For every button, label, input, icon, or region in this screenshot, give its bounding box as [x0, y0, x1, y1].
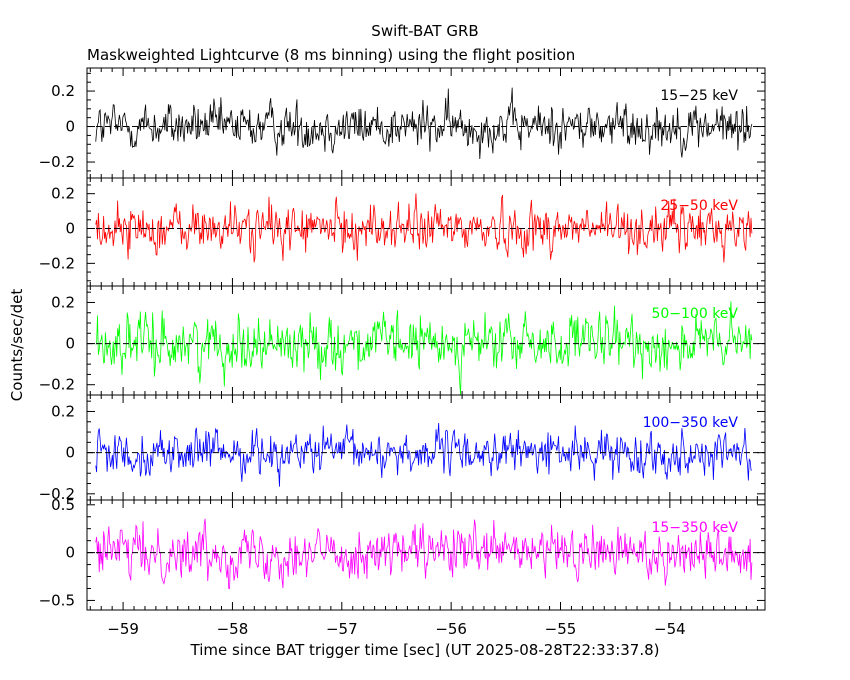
chart-subtitle: Maskweighted Lightcurve (8 ms binning) u…: [87, 46, 575, 64]
y-tick-label: 0: [65, 220, 75, 238]
series-line-3: [95, 301, 753, 395]
panel-3: −0.2 0 0.2 50−100 keV: [39, 285, 766, 396]
y-tick-label: 0: [65, 544, 75, 562]
panel-4: −0.2 0 0.2 100−350 keV: [39, 394, 766, 503]
y-tick-label: −0.5: [39, 591, 75, 609]
y-tick-label: 0.5: [51, 496, 75, 514]
y-tick-label: 0.2: [51, 185, 75, 203]
x-tick-label: −57: [326, 620, 358, 638]
panel-1: −0.2 0 0.2 15−25 keV: [39, 67, 766, 179]
y-tick-label: −0.2: [39, 254, 75, 272]
panel-frame-5: [86, 499, 766, 611]
band-label-2: 25−50 keV: [660, 198, 738, 214]
chart-title: Swift-BAT GRB: [371, 22, 478, 40]
band-label-1: 15−25 keV: [660, 88, 738, 104]
y-tick-label: 0: [65, 444, 75, 462]
y-axis-label: Counts/sec/det: [8, 289, 26, 402]
series-line-1: [95, 87, 753, 160]
x-axis-label: Time since BAT trigger time [sec] (UT 20…: [190, 641, 660, 659]
y-tick-label: −0.2: [39, 485, 75, 503]
y-tick-label: 0: [65, 118, 75, 136]
x-tick-label: −54: [654, 620, 686, 638]
y-tick-label: −0.2: [39, 376, 75, 394]
y-tick-label: 0.2: [51, 82, 75, 100]
x-tick-label: −58: [217, 620, 249, 638]
x-tick-label: −56: [435, 620, 467, 638]
band-label-5: 15−350 keV: [651, 520, 738, 536]
series-line-4: [95, 422, 753, 487]
x-axis: −59 −58 −57 −56 −55 −54: [107, 620, 685, 638]
series-line-5: [95, 518, 753, 589]
band-label-4: 100−350 keV: [643, 415, 739, 431]
series-line-2: [95, 193, 753, 263]
y-tick-label: 0: [65, 335, 75, 353]
y-tick-label: 0.2: [51, 293, 75, 311]
y-tick-label: −0.2: [39, 153, 75, 171]
x-tick-label: −59: [107, 620, 139, 638]
panels-group: −0.2 0 0.2 15−25 keV −0.2 0 0.2 25−50 keV −0.2 0 0…: [39, 67, 766, 611]
x-tick-label: −55: [545, 620, 577, 638]
band-label-3: 50−100 keV: [651, 306, 738, 322]
panel-5: −0.5 0 0.5 15−350 keV: [39, 496, 766, 611]
panel-2: −0.2 0 0.2 25−50 keV: [39, 177, 766, 287]
y-tick-label: 0.2: [51, 402, 75, 420]
